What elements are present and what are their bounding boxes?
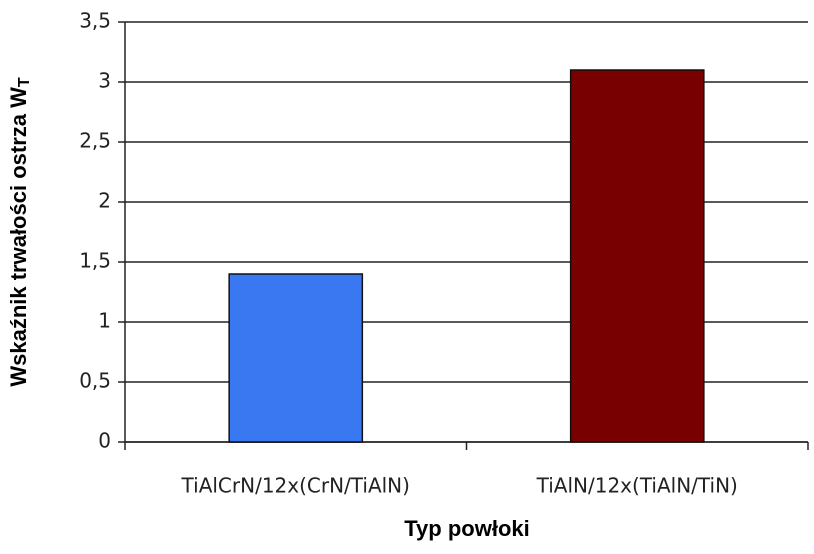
y-axis-title-subscript: T bbox=[16, 77, 33, 87]
x-tick-label: TiAlN/12x(TiAlN/TiN) bbox=[536, 474, 738, 498]
y-tick-label: 2,5 bbox=[79, 129, 111, 153]
y-tick-label: 1,5 bbox=[79, 249, 111, 273]
bar bbox=[569, 69, 705, 443]
y-tick-label: 3,5 bbox=[79, 9, 111, 33]
y-tick-label: 3 bbox=[98, 69, 111, 93]
y-tick-label: 0 bbox=[98, 429, 111, 453]
y-tick-label: 0,5 bbox=[79, 369, 111, 393]
bar bbox=[228, 273, 364, 443]
y-axis-title: Wskaźnik trwałości ostrza WT bbox=[6, 77, 33, 387]
x-axis-title: Typ powłoki bbox=[404, 516, 529, 541]
x-tick-label: TiAlCrN/12x(CrN/TiAlN) bbox=[181, 474, 410, 498]
y-tick-label: 1 bbox=[98, 309, 111, 333]
y-axis-title-main: Wskaźnik trwałości ostrza W bbox=[6, 87, 31, 387]
y-tick-label: 2 bbox=[98, 189, 111, 213]
